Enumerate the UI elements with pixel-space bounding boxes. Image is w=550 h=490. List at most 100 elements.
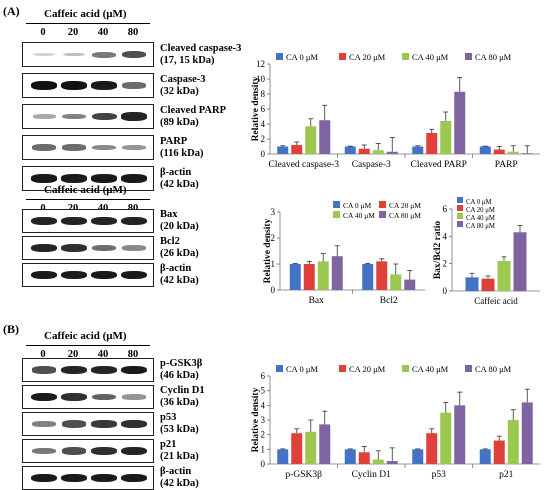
- bar-chart-apoptosis-markers: 0 2 4 6 8 10 12 Relative density Cleaved caspase…: [251, 52, 540, 170]
- legend-entry: CA 80 μM: [389, 211, 421, 220]
- blot-band: [62, 113, 86, 120]
- blot-band: [32, 114, 56, 119]
- blot-strip-parp: [22, 135, 154, 160]
- blot-strip-caspase-3: [22, 73, 154, 98]
- blot-band: [121, 50, 147, 59]
- blot-label: β-actin (42 kDa): [160, 263, 199, 287]
- dose-label-40: 40: [97, 27, 109, 38]
- category-label: Cleaved PARP: [411, 160, 467, 170]
- blot-band: [62, 52, 86, 57]
- blot-protein-label: PARP: [160, 135, 188, 147]
- blot-band: [31, 174, 57, 183]
- blot-band: [121, 446, 147, 456]
- blot-band: [91, 81, 117, 90]
- dose-label-40: 40: [90, 203, 116, 214]
- y-tick-label: 1: [261, 444, 266, 454]
- y-tick-label: 6: [443, 204, 448, 214]
- blot-band: [91, 112, 117, 121]
- bar-ca-0-m: [344, 449, 356, 464]
- blot-label: β-actin (42 kDa): [160, 466, 199, 490]
- treatment-title-underline: [26, 345, 150, 346]
- blot-band: [121, 270, 147, 280]
- y-tick-label: 3: [271, 207, 276, 217]
- y-tick-label: 2: [261, 430, 266, 440]
- blot-band: [31, 366, 57, 374]
- blot-band: [121, 419, 147, 429]
- blot-label: β-actin (42 kDa): [160, 167, 199, 191]
- y-tick-label: 8: [261, 89, 266, 99]
- western-blot-panel-a-top: Caffeic acid (μM) 0 20 40 80 Cleaved caspase…: [22, 8, 262, 191]
- blot-band: [61, 216, 87, 226]
- category-label: Caffeic acid: [474, 296, 518, 306]
- blot-band: [31, 392, 57, 402]
- blot-band: [32, 52, 56, 57]
- blot-strip-bcl2: [22, 236, 154, 260]
- bar-ca-40-m: [497, 260, 511, 291]
- blot-band: [61, 392, 87, 402]
- legend-swatch: [276, 365, 283, 372]
- bar-ca-20-m: [358, 452, 370, 464]
- blot-band: [61, 447, 87, 455]
- y-tick-label: 0: [443, 286, 448, 296]
- blot-band: [31, 270, 57, 280]
- y-tick-label: 2: [443, 259, 448, 269]
- bar-ca-40-m: [305, 431, 317, 464]
- blot-kda-label: (20 kDa): [160, 221, 199, 232]
- y-tick-label: 4: [443, 231, 448, 241]
- legend-entry: CA 0 μM: [286, 364, 318, 374]
- blot-band: [91, 473, 117, 483]
- bar-ca-40-m: [507, 151, 519, 154]
- blot-band: [122, 245, 146, 251]
- blot-label: p53 (53 kDa): [160, 412, 199, 436]
- y-tick-label: 0: [261, 149, 266, 159]
- blot-band: [61, 174, 87, 183]
- bar-ca-80-m: [386, 151, 398, 154]
- category-label: Caspase-3: [352, 160, 391, 170]
- blot-band: [32, 421, 56, 427]
- y-tick-label: 0: [261, 459, 266, 469]
- panel-label-b: (B): [3, 322, 19, 336]
- blot-protein-label: β-actin: [160, 466, 192, 477]
- legend-entry: CA 40 μM: [343, 211, 375, 220]
- y-axis-label: Relative density: [251, 387, 261, 452]
- dose-label-80: 80: [120, 203, 146, 214]
- blot-band: [121, 82, 147, 89]
- blot-kda-label: (32 kDa): [160, 85, 199, 97]
- legend-entry: CA 40 μM: [466, 215, 495, 222]
- category-label: PARP: [495, 160, 518, 170]
- legend-entry: CA 0 μM: [286, 52, 318, 62]
- blot-strip--actin: [22, 166, 154, 191]
- blot-band: [121, 365, 147, 375]
- bar-ca-0-m: [277, 146, 289, 154]
- blot-kda-label: (36 kDa): [160, 397, 199, 408]
- category-label: p53: [432, 470, 447, 480]
- bar-ca-0-m: [479, 449, 491, 464]
- legend-swatch: [276, 53, 283, 60]
- blot-strip-p-gsk3-: [22, 358, 154, 382]
- blot-band: [61, 420, 87, 428]
- legend-swatch: [465, 53, 472, 60]
- bar-ca-80-m: [386, 461, 398, 464]
- bar-ca-0-m: [412, 449, 424, 464]
- blot-strip-cleaved-parp: [22, 104, 154, 129]
- bar-ca-80-m: [454, 91, 466, 154]
- legend-swatch: [457, 213, 463, 219]
- blot-band: [121, 216, 147, 226]
- bar-ca-40-m: [440, 412, 452, 464]
- y-tick-label: 0: [271, 285, 276, 295]
- dose-label-20: 20: [67, 27, 79, 38]
- legend-swatch: [333, 201, 340, 208]
- bar-ca-0-m: [277, 449, 289, 464]
- dose-label-80: 80: [127, 349, 139, 360]
- legend-swatch: [379, 211, 386, 218]
- blot-band: [91, 244, 117, 252]
- blot-band: [91, 216, 117, 226]
- category-label: Bcl2: [380, 296, 398, 306]
- legend-entry: CA 0 μM: [343, 201, 372, 210]
- legend-swatch: [339, 53, 346, 60]
- blot-band: [91, 420, 117, 428]
- category-label: Cyclin D1: [352, 470, 392, 480]
- blot-protein-label: Bax: [160, 209, 178, 220]
